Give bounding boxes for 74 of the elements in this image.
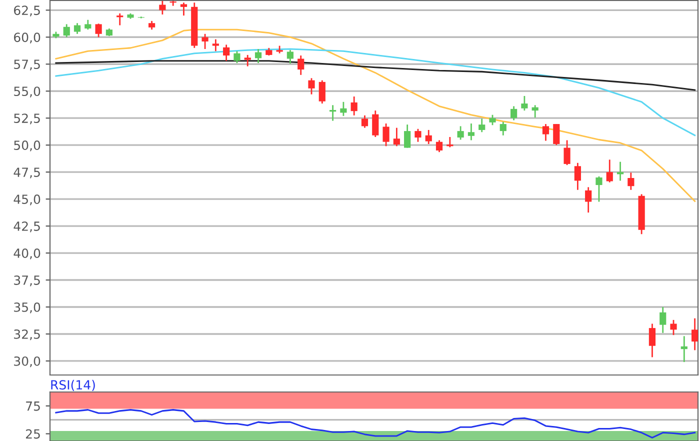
candlestick — [329, 104, 336, 122]
y-tick-label: 40,0 — [14, 248, 40, 260]
candlestick — [170, 0, 176, 7]
candlestick — [692, 318, 698, 351]
line-series — [55, 48, 696, 136]
candlestick — [74, 22, 81, 35]
candlestick — [95, 22, 102, 38]
y-tick-label: 35,0 — [14, 302, 40, 314]
candlestick — [606, 158, 613, 184]
candlestick — [628, 172, 634, 191]
y-tick-label: 75 — [26, 402, 40, 411]
y-tick-label: 60,0 — [14, 32, 40, 44]
candlestick — [436, 140, 443, 153]
candlestick — [202, 33, 208, 50]
candlestick — [510, 106, 518, 121]
line-series — [55, 409, 696, 438]
candlestick — [223, 44, 230, 62]
line-series — [55, 28, 696, 202]
y-tick-label: 47,5 — [14, 168, 40, 178]
candlestick — [382, 122, 390, 147]
candlestick — [372, 110, 379, 138]
candlestick — [212, 38, 219, 52]
candlestick — [318, 80, 326, 104]
candlestick — [489, 114, 496, 126]
candlestick — [680, 335, 688, 363]
y-tick-label: 57,5 — [14, 60, 40, 70]
candlestick — [564, 140, 570, 166]
candlestick — [553, 123, 560, 146]
candlestick — [180, 2, 188, 16]
candlestick — [63, 23, 70, 38]
candlestick — [500, 121, 506, 136]
candlestick — [350, 96, 358, 116]
line-series — [55, 60, 696, 91]
candlestick — [116, 12, 124, 26]
candlestick — [84, 19, 92, 30]
y-tick-label: 30,0 — [14, 356, 40, 368]
chart-title: RSI(14) — [51, 380, 95, 392]
y-tick-label: 25 — [26, 429, 40, 439]
candlestick — [425, 129, 432, 145]
candlestick — [298, 54, 304, 76]
candlestick — [244, 54, 251, 67]
candlestick — [446, 136, 454, 148]
candlestick — [393, 127, 400, 147]
candlestick — [361, 114, 368, 129]
y-tick-label: 62,5 — [14, 6, 40, 16]
candlestick — [457, 126, 464, 140]
y-tick-label: 32,5 — [14, 329, 40, 340]
candlestick — [468, 122, 475, 141]
candlestick — [585, 186, 592, 214]
candlestick — [574, 162, 581, 191]
candlestick — [616, 161, 624, 182]
candlestick — [542, 123, 550, 142]
candlestick — [254, 48, 262, 64]
candlestick — [596, 176, 602, 202]
candlestick — [414, 128, 422, 143]
candlestick — [138, 16, 144, 19]
candlestick — [532, 104, 538, 118]
y-tick-label: 55,0 — [14, 86, 40, 98]
y-tick-label: 37,5 — [14, 275, 40, 286]
candlestick — [286, 49, 294, 64]
candlestick — [404, 124, 411, 148]
candlestick — [234, 50, 240, 64]
candlestick — [660, 306, 666, 334]
candlestick — [670, 319, 677, 336]
candlestick — [648, 323, 656, 358]
y-tick-label: 45,0 — [14, 194, 40, 206]
candlestick — [521, 95, 528, 112]
y-tick-label: 50,0 — [14, 140, 40, 152]
y-tick-label: 42,5 — [14, 222, 40, 232]
candlestick — [308, 77, 315, 96]
candlestick — [340, 101, 347, 117]
candlestick — [159, 0, 166, 16]
y-tick-label: 52,5 — [14, 114, 40, 124]
candlestick — [478, 118, 486, 133]
